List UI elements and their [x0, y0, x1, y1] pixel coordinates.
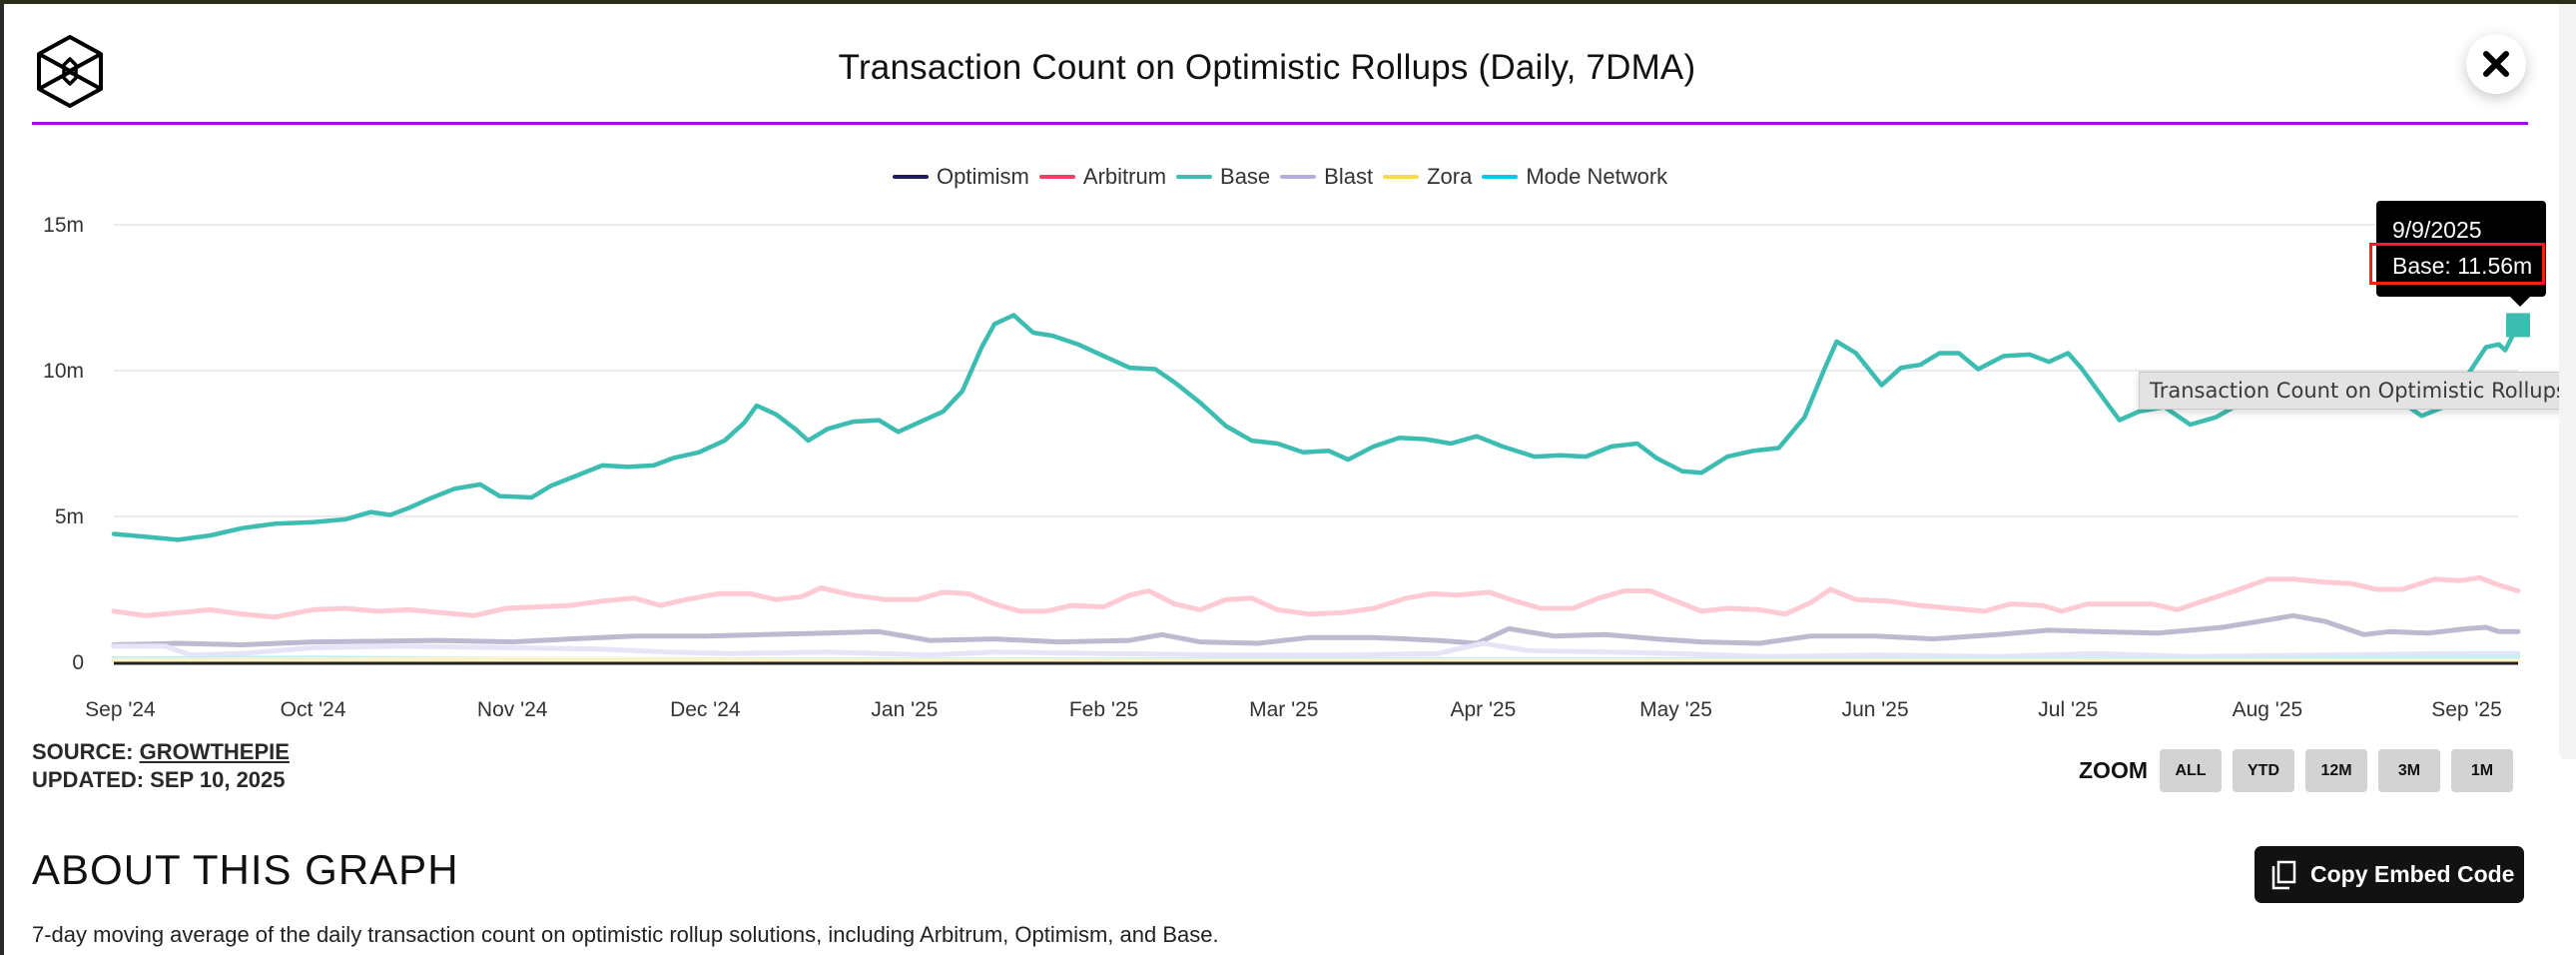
x-tick-label: Apr '25 — [1450, 698, 1516, 721]
x-tick-label: Dec '24 — [670, 698, 741, 721]
copy-icon — [2270, 860, 2296, 890]
tooltip-arrow — [2510, 297, 2530, 307]
legend-label: Mode Network — [1526, 164, 1668, 189]
legend-item-base[interactable]: Base — [1176, 164, 1270, 190]
tooltip-date: 9/9/2025 — [2392, 217, 2482, 243]
legend-swatch — [893, 175, 929, 179]
window-top-bar — [0, 0, 2576, 4]
close-button[interactable] — [2466, 34, 2526, 94]
legend-label: Arbitrum — [1082, 164, 1167, 189]
legend-item-optimism[interactable]: Optimism — [893, 164, 1029, 190]
x-tick-label: Jan '25 — [871, 698, 938, 721]
x-tick-label: Sep '25 — [2431, 698, 2502, 721]
tooltip-value: Base: 11.56m — [2392, 253, 2533, 279]
x-tick-label: Sep '24 — [85, 698, 156, 721]
zoom-all-button[interactable]: ALL — [2160, 749, 2222, 792]
hover-point-marker — [2506, 313, 2530, 338]
legend-swatch — [1176, 175, 1213, 179]
source-link[interactable]: GROWTHEPIE — [139, 739, 290, 764]
hexagon-cube-logo-icon — [35, 34, 105, 109]
close-icon — [2483, 51, 2509, 77]
legend-item-blast[interactable]: Blast — [1280, 164, 1373, 190]
x-tick-label: Nov '24 — [477, 698, 548, 721]
legend-swatch — [1482, 175, 1519, 179]
title-divider — [32, 122, 2528, 125]
source-info: SOURCE: GROWTHEPIE UPDATED: SEP 10, 2025 — [32, 738, 290, 794]
y-tick-label: 10m — [43, 360, 84, 383]
series-line-arbitrum — [111, 574, 2521, 620]
legend-label: Optimism — [937, 164, 1029, 189]
legend-item-zora[interactable]: Zora — [1383, 164, 1472, 190]
x-tick-label: Oct '24 — [281, 698, 346, 721]
x-tick-label: Mar '25 — [1249, 698, 1318, 721]
series-line-optimism — [111, 612, 2521, 647]
zoom-12m-button[interactable]: 12M — [2305, 749, 2367, 792]
chart-title: Transaction Count on Optimistic Rollups … — [838, 48, 1696, 87]
line-chart[interactable]: 0 5m 10m 15m Sep '24 Oct '24 Nov '24 Dec '24 Jan… — [4, 4, 2576, 723]
legend-swatch — [1280, 175, 1317, 179]
y-tick-label: 0 — [72, 651, 84, 674]
tooltip-highlight-box — [2369, 243, 2545, 285]
x-tick-label: Jun '25 — [1842, 698, 1909, 721]
about-description: 7-day moving average of the daily transa… — [32, 922, 1219, 947]
legend-swatch — [1038, 175, 1075, 179]
series-line-zora — [111, 656, 2521, 664]
series-line-base — [111, 313, 2521, 542]
source-label: SOURCE: — [32, 739, 134, 764]
copy-embed-code-button[interactable]: Copy Embed Code — [2254, 846, 2524, 903]
series-line-blast — [111, 640, 2521, 659]
y-tick-label: 5m — [55, 505, 84, 528]
zoom-controls: ZOOM ALL YTD 12M 3M 1M — [2079, 749, 2524, 792]
about-heading: ABOUT THIS GRAPH — [32, 846, 459, 893]
scrollbar-track[interactable] — [2559, 4, 2576, 759]
x-tick-label: Jul '25 — [2038, 698, 2098, 721]
zoom-3m-button[interactable]: 3M — [2378, 749, 2440, 792]
x-tick-label: Aug '25 — [2233, 698, 2303, 721]
hover-title-tooltip: Transaction Count on Optimistic Rollups — [2139, 372, 2576, 410]
x-tick-label: Feb '25 — [1069, 698, 1138, 721]
zoom-1m-button[interactable]: 1M — [2451, 749, 2513, 792]
y-tick-label: 15m — [43, 214, 84, 237]
chart-modal: Transaction Count on Optimistic Rollups … — [4, 4, 2576, 955]
legend-label: Base — [1220, 164, 1271, 189]
chart-legend: Optimism Arbitrum Base Blast Zora Mode N… — [893, 164, 2576, 190]
zoom-label: ZOOM — [2079, 757, 2148, 783]
x-tick-label: May '25 — [1639, 698, 1712, 721]
legend-label: Blast — [1324, 164, 1374, 189]
legend-swatch — [1383, 175, 1420, 179]
legend-label: Zora — [1427, 164, 1473, 189]
zoom-ytd-button[interactable]: YTD — [2233, 749, 2294, 792]
legend-item-mode-network[interactable]: Mode Network — [1482, 164, 1667, 190]
embed-label: Copy Embed Code — [2310, 861, 2515, 887]
legend-item-arbitrum[interactable]: Arbitrum — [1038, 164, 1167, 190]
updated-date: UPDATED: SEP 10, 2025 — [32, 767, 286, 792]
data-tooltip: 9/9/2025 Base: 11.56m — [2369, 201, 2546, 307]
